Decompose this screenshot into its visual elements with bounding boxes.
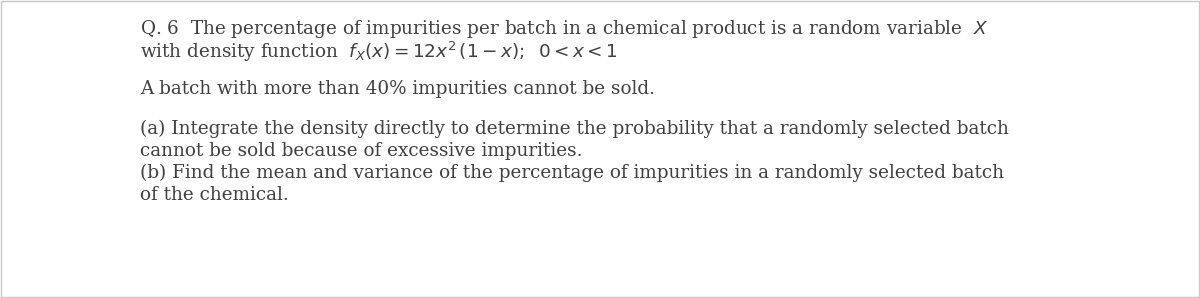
- Text: of the chemical.: of the chemical.: [140, 186, 289, 204]
- Text: (a) Integrate the density directly to determine the probability that a randomly : (a) Integrate the density directly to de…: [140, 120, 1009, 138]
- Text: A batch with more than 40% impurities cannot be sold.: A batch with more than 40% impurities ca…: [140, 80, 655, 98]
- Text: cannot be sold because of excessive impurities.: cannot be sold because of excessive impu…: [140, 142, 582, 160]
- Text: with density function  $f_X(x) = 12x^2\,(1-x);\;\; 0 < x < 1$: with density function $f_X(x) = 12x^2\,(…: [140, 40, 618, 64]
- Text: (b) Find the mean and variance of the percentage of impurities in a randomly sel: (b) Find the mean and variance of the pe…: [140, 164, 1004, 182]
- Text: Q. 6  The percentage of impurities per batch in a chemical product is a random v: Q. 6 The percentage of impurities per ba…: [140, 18, 988, 40]
